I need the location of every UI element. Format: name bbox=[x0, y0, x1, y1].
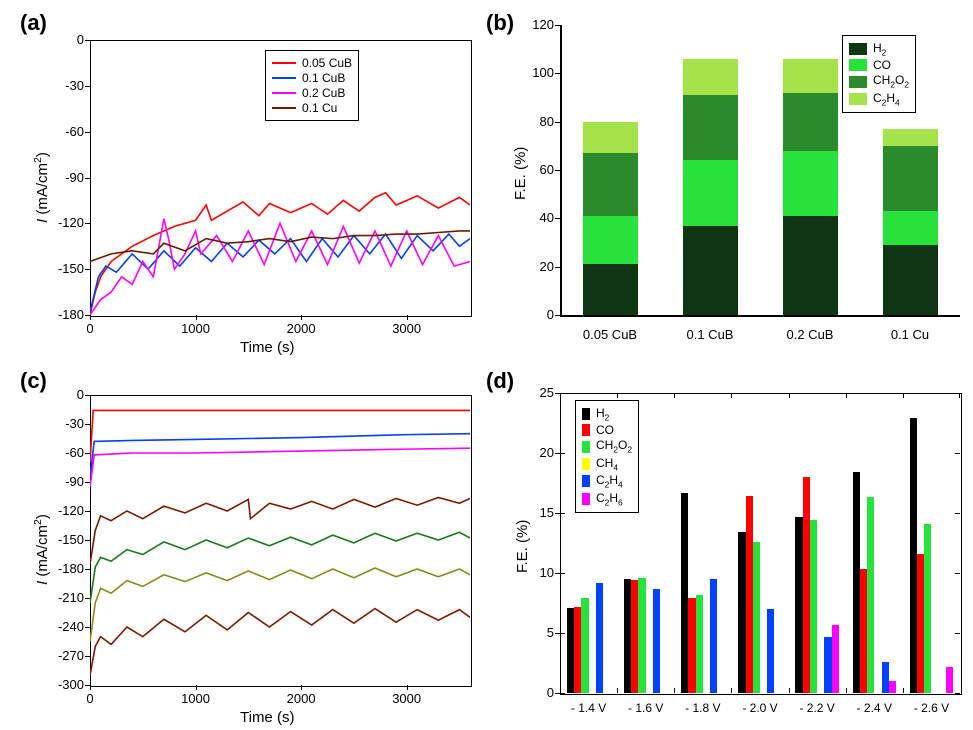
panel-label: (b) bbox=[486, 10, 514, 36]
line-chart-svg bbox=[90, 395, 470, 685]
panel-label: (d) bbox=[486, 368, 514, 394]
y-axis-title: I (mA/cm2) bbox=[32, 514, 51, 585]
legend: H2COCH2O2CH4C2H4C2H6 bbox=[575, 400, 639, 513]
y-axis-title: I (mA/cm2) bbox=[32, 152, 51, 223]
legend: H2COCH2O2C2H4 bbox=[842, 35, 916, 113]
legend: 0.05 CuB0.1 CuB0.2 CuB0.1 Cu bbox=[265, 50, 359, 121]
